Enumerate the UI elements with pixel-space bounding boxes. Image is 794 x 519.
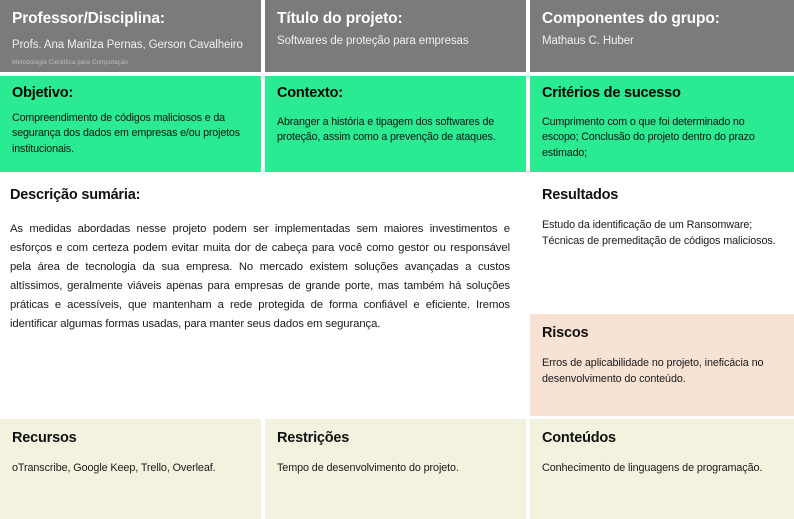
resultados-body: Estudo da identificação de um Ransomware…	[542, 218, 776, 247]
conteudos-title: Conteúdos	[542, 430, 616, 446]
cell-contexto: Contexto: Abranger a história e tipagem …	[265, 76, 526, 172]
cell-componentes-grupo: Componentes do grupo: Mathaus C. Huber	[530, 0, 794, 72]
cell-restricoes: Restrições Tempo de desenvolvimento do p…	[265, 419, 526, 519]
recursos-title: Recursos	[12, 430, 77, 446]
cell-criterios-sucesso: Critérios de sucesso Cumprimento com o q…	[530, 76, 794, 172]
group-title-label: Componentes do grupo:	[542, 10, 720, 27]
cell-professor-disciplina: Professor/Disciplina: Profs. Ana Marilza…	[0, 0, 261, 72]
criterios-title: Critérios de sucesso	[542, 85, 681, 101]
cell-riscos: Riscos Erros de aplicabilidade no projet…	[530, 314, 794, 416]
group-members-value: Mathaus C. Huber	[542, 35, 634, 48]
cell-objetivo: Objetivo: Compreendimento de códigos mal…	[0, 76, 261, 172]
professor-course: Metodologia Científica para Computação	[12, 58, 128, 66]
restricoes-body: Tempo de desenvolvimento do projeto.	[277, 461, 459, 474]
cell-recursos: Recursos oTranscribe, Google Keep, Trell…	[0, 419, 261, 519]
cell-conteudos: Conteúdos Conhecimento de linguagens de …	[530, 419, 794, 519]
cell-resultados: Resultados Estudo da identificação de um…	[530, 176, 794, 310]
project-title-label: Título do projeto:	[277, 10, 403, 27]
conteudos-body: Conhecimento de linguagens de programaçã…	[542, 461, 763, 474]
objetivo-body: Compreendimento de códigos maliciosos e …	[12, 111, 240, 155]
descricao-title: Descrição sumária:	[10, 187, 141, 203]
cell-titulo-projeto: Título do projeto: Softwares de proteção…	[265, 0, 526, 72]
criterios-body: Cumprimento com o que foi determinado no…	[542, 115, 755, 159]
resultados-title: Resultados	[542, 187, 619, 203]
objetivo-title: Objetivo:	[12, 85, 74, 101]
restricoes-title: Restrições	[277, 430, 350, 446]
descricao-body: As medidas abordadas nesse projeto podem…	[10, 222, 510, 330]
contexto-body: Abranger a história e tipagem dos softwa…	[277, 115, 496, 144]
riscos-title: Riscos	[542, 325, 589, 341]
professor-title: Professor/Disciplina:	[12, 10, 165, 27]
contexto-title: Contexto:	[277, 85, 343, 101]
project-title-value: Softwares de proteção para empresas	[277, 35, 469, 48]
recursos-body: oTranscribe, Google Keep, Trello, Overle…	[12, 461, 216, 474]
riscos-body: Erros de aplicabilidade no projeto, inef…	[542, 356, 764, 385]
professor-names: Profs. Ana Marilza Pernas, Gerson Cavalh…	[12, 39, 243, 52]
cell-descricao-sumaria: Descrição sumária: As medidas abordadas …	[0, 176, 526, 416]
